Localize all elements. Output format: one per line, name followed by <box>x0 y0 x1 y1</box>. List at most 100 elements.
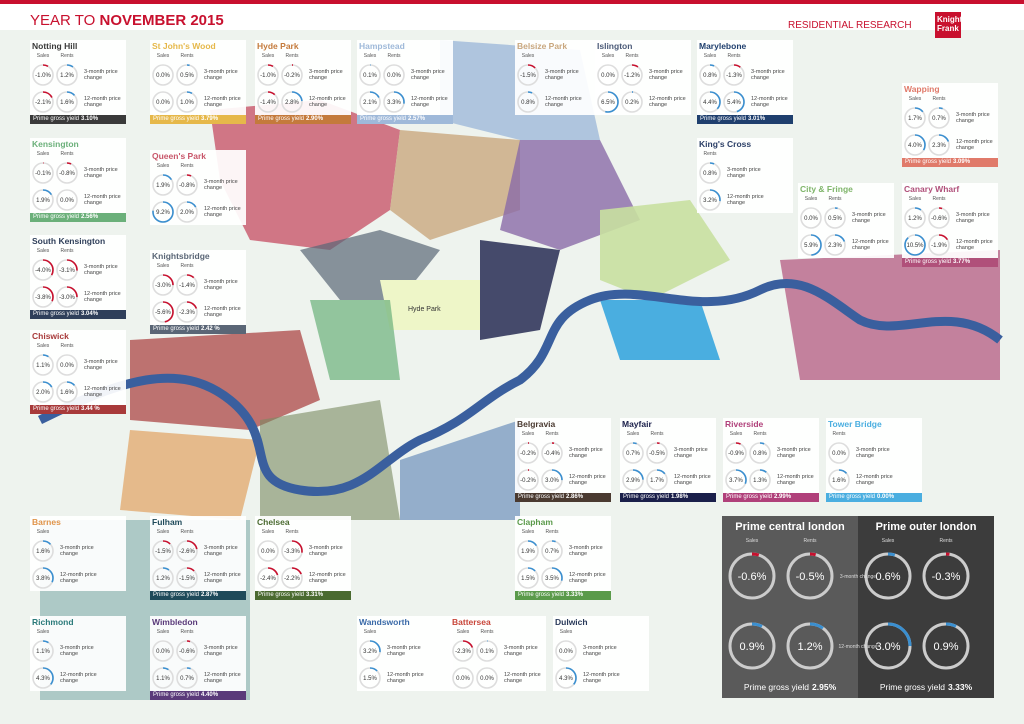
column-header: Sales Rents <box>30 150 126 159</box>
row-label: 12-month price change <box>60 571 97 584</box>
ring-value: -0.3% <box>932 571 961 583</box>
ring-arc <box>176 63 198 86</box>
column-header: Sales <box>30 528 126 537</box>
ring-value: 0.0% <box>480 676 494 682</box>
ring-value: -0.4% <box>544 451 560 457</box>
ring-value: 1.9% <box>521 549 535 555</box>
area-card: Wimbledon Sales Rents 0.0% -0.6% 3-month pric… <box>150 616 246 700</box>
ring-arc <box>800 233 822 256</box>
yield-label: Prime gross yield <box>905 259 952 265</box>
ring-group: 10.5% -1.9% <box>904 233 950 256</box>
ring-arc <box>646 441 668 464</box>
district <box>260 400 400 520</box>
value-row: 1.1% 0.7% 12-month price change <box>150 664 246 691</box>
ring-arc <box>517 539 539 562</box>
row-label: 12-month price change <box>727 193 764 206</box>
ring-arc <box>257 90 279 113</box>
ring-value: 1.6% <box>60 100 74 106</box>
column-label: Sales <box>156 529 170 535</box>
row-label: 12-month price change <box>204 671 241 684</box>
ring-value: 1.2% <box>908 216 922 222</box>
column-label: Sales <box>156 53 170 59</box>
yield-bar: Prime gross yield 3.33% <box>515 591 611 600</box>
ring-arc <box>152 200 174 223</box>
column-label: Sales <box>156 629 170 635</box>
ring-value: 0.8% <box>753 451 767 457</box>
row-label: 12-month price change <box>751 95 788 108</box>
column-label: Sales <box>36 343 50 349</box>
ring-arc <box>152 566 174 589</box>
ring-group: 4.0% 2.3% <box>904 133 950 156</box>
ring-value: 4.0% <box>908 143 922 149</box>
value-row: 4.3% 12-month price change <box>553 664 649 691</box>
logo-line: Frank <box>937 24 959 33</box>
ring-arc <box>452 639 474 662</box>
summary-column: Rents <box>939 538 953 544</box>
summary-column: Sales <box>746 538 759 544</box>
value-row: 0.0% 3-month price change <box>826 439 922 466</box>
district <box>390 130 520 240</box>
yield-bar: Prime gross yield 3.01% <box>697 115 793 124</box>
row-label: 3-month price change <box>411 68 445 81</box>
value-row: -5.6% -2.3% 12-month price change <box>150 298 246 325</box>
value-row: -4.0% -3.1% 3-month price change <box>30 256 126 283</box>
area-name: Hyde Park <box>257 41 299 51</box>
value-row: 0.8% -1.3% 3-month price change <box>697 61 793 88</box>
yield-value: 2.57% <box>408 116 426 122</box>
ring-arc <box>359 666 381 689</box>
row-label: 3-month price change <box>545 68 579 81</box>
ring-group: 1.6% <box>828 468 850 491</box>
ring-value: -0.5% <box>796 571 825 583</box>
column-label: Sales <box>156 163 170 169</box>
ring-value: -5.6% <box>155 310 171 316</box>
row-label: 3-month price change <box>84 68 118 81</box>
column-label: Sales <box>36 53 50 59</box>
ring-value: 0.0% <box>804 216 818 222</box>
ring-group: 0.8% -1.3% <box>699 63 745 86</box>
ring-arc <box>725 441 747 464</box>
row-label: 3-month price change <box>856 446 890 459</box>
row-label: 3-month price change <box>569 446 603 459</box>
column-label: Rents <box>625 53 639 59</box>
map-label: Hyde Park <box>408 306 441 313</box>
ring-group: 1.2% -0.6% <box>904 206 950 229</box>
ring-group: -1.0% -0.2% <box>257 63 303 86</box>
ring-arc <box>257 63 279 86</box>
row-label: 12-month price change <box>84 193 121 206</box>
ring-track <box>476 666 498 689</box>
ring-arc <box>383 90 405 113</box>
ring-value: 2.0% <box>180 210 194 216</box>
row-label: 3-month price change <box>309 68 343 81</box>
area-name: Kensington <box>32 139 79 149</box>
value-row: 1.2% -0.6% 3-month price change <box>902 204 998 231</box>
area-name: Notting Hill <box>32 41 78 51</box>
yield-label: Prime gross yield <box>518 592 565 598</box>
column-header: Sales Rents <box>357 52 453 61</box>
ring-arc <box>176 539 198 562</box>
row-label: 3-month price change <box>204 278 238 291</box>
row-label: 3-month price change <box>583 644 617 657</box>
ring-group: -1.5% -2.6% <box>152 539 198 562</box>
area-name: Hampstead <box>359 41 405 51</box>
column-label: Rents <box>285 529 299 535</box>
row-label: 12-month price change <box>583 671 620 684</box>
value-row: 4.3% 12-month price change <box>30 664 126 691</box>
ring-value: 1.9% <box>156 183 170 189</box>
column-label: Rents <box>828 196 842 202</box>
ring-value: 3.3% <box>387 100 401 106</box>
column-label: Rents <box>60 151 74 157</box>
value-row: 6.5% 0.2% 12-month price change <box>595 88 691 115</box>
value-row: 3.7% 1.3% 12-month price change <box>723 466 819 493</box>
column-label: Sales <box>521 53 535 59</box>
ring-value: 0.1% <box>480 649 494 655</box>
district <box>600 200 730 300</box>
ring-value: 3.0% <box>545 478 559 484</box>
area-card: Dulwich Sales 0.0% 3-month price change 4.3%… <box>553 616 649 691</box>
yield-label: Prime gross yield <box>360 116 407 122</box>
column-header: Sales <box>553 628 649 637</box>
column-header: Sales Rents <box>620 430 716 439</box>
column-label: Rents <box>703 151 717 157</box>
ring-arc <box>699 63 721 86</box>
ring-group: 1.1% 0.0% <box>32 353 78 376</box>
title-light: YEAR TO <box>30 12 96 29</box>
